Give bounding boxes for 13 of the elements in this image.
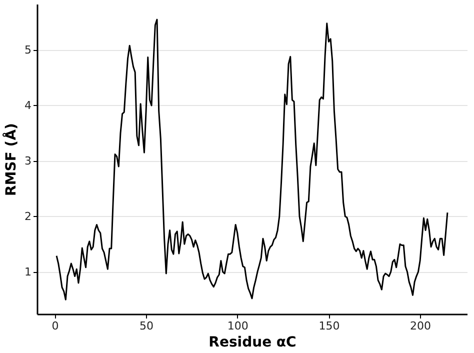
line-series bbox=[56, 18, 448, 300]
x-tick-label: 200 bbox=[410, 320, 432, 332]
x-tick-label: 0 bbox=[52, 320, 59, 332]
x-tick-label: 100 bbox=[227, 320, 248, 332]
x-axis-title: Residue αC bbox=[208, 334, 296, 350]
x-tick-label: 150 bbox=[318, 320, 340, 332]
y-tick-label: 5 bbox=[24, 44, 32, 57]
y-tick-label: 4 bbox=[24, 98, 32, 112]
y-axis-title: RMSF (Å) bbox=[2, 123, 20, 196]
y-tick-label: 3 bbox=[24, 154, 32, 168]
x-tick-label: 50 bbox=[140, 320, 154, 332]
y-tick-label: 1 bbox=[24, 265, 32, 278]
y-tick-label: 2 bbox=[24, 210, 32, 223]
